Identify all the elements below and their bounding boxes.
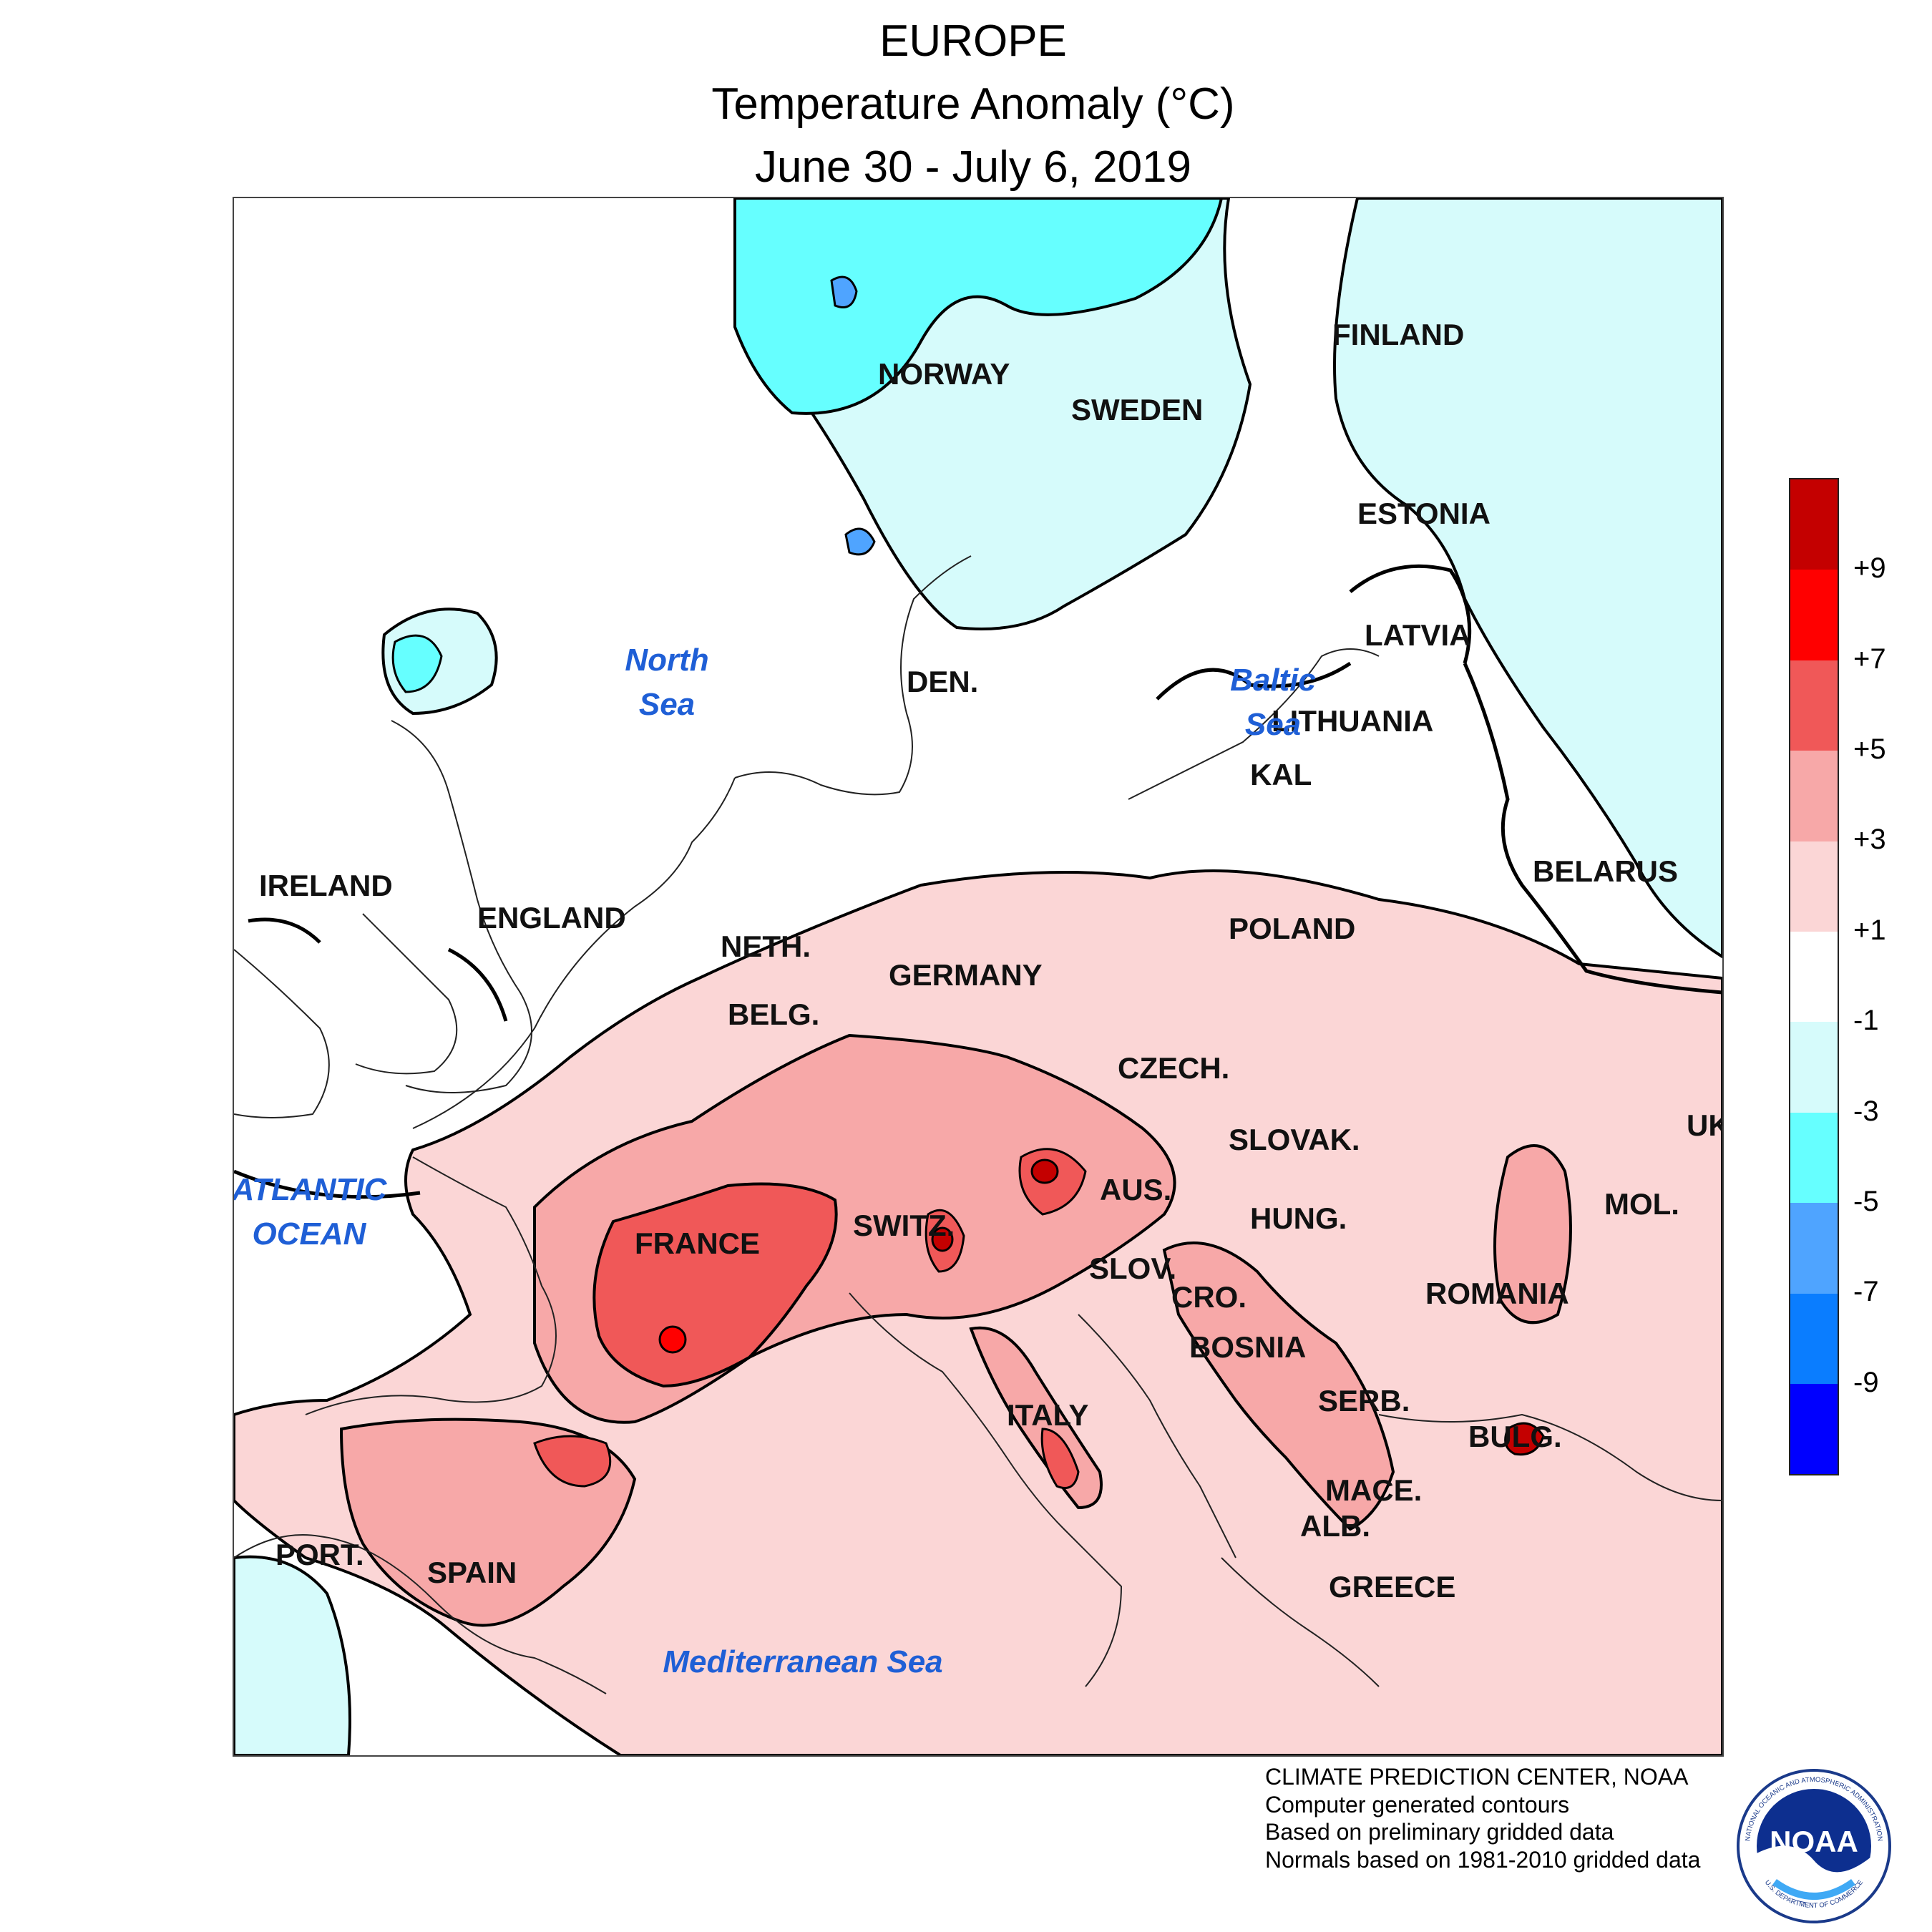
title-variable: Temperature Anomaly (°C) [711,79,1235,129]
warm-region-austria-core [1030,1158,1059,1184]
label-england: ENGLAND [477,901,626,935]
title-dates: June 30 - July 6, 2019 [754,142,1192,192]
legend-tick-label: +3 [1853,824,1886,856]
label-switz: SWITZ. [853,1209,955,1242]
credit-line-4: Normals based on 1981-2010 gridded data [1265,1846,1701,1873]
label-baltic-sea-2: Sea [1245,707,1301,742]
label-hung: HUNG. [1250,1201,1347,1235]
label-czech: CZECH. [1118,1051,1229,1085]
legend-band [1790,479,1838,570]
label-north-sea-2: Sea [639,687,695,722]
map-canvas: FINLAND NORWAY SWEDEN ESTONIA LATVIA LIT… [234,198,1722,1755]
cold-region-sw-norway [844,527,876,556]
label-italy: ITALY [1007,1398,1088,1432]
warm-region-switz-core [931,1226,954,1252]
label-den: DEN. [907,665,978,698]
legend-band [1790,931,1838,1023]
label-cro: CRO. [1171,1280,1246,1314]
label-north-sea-1: North [625,643,708,678]
label-slov: SLOV. [1089,1252,1176,1285]
warm-region-central-italy [1040,1428,1080,1489]
legend-band [1790,1112,1838,1204]
credit-line-2: Computer generated contours [1265,1791,1570,1818]
label-norway: NORWAY [878,357,1010,391]
label-alb: ALB. [1300,1509,1370,1543]
label-mace: MACE. [1325,1473,1422,1507]
label-sweden: SWEDEN [1071,393,1203,426]
color-legend [1789,478,1839,1475]
warm-region-bulgaria-core [1504,1422,1545,1456]
label-mediterranean: Mediterranean Sea [663,1644,942,1679]
label-neth: NETH. [721,930,811,963]
noaa-logo-word: NOAA [1770,1825,1858,1858]
label-romania: ROMANIA [1425,1277,1569,1310]
cold-region-norway-core [830,275,858,308]
label-mol: MOL. [1604,1187,1679,1221]
cold-region-portugal [234,1555,351,1755]
legend-band [1790,1022,1838,1113]
legend-band [1790,660,1838,751]
credits-block: CLIMATE PREDICTION CENTER, NOAA Computer… [1265,1763,1700,1873]
label-estonia: ESTONIA [1357,497,1491,530]
chart-title: EUROPE Temperature Anomaly (°C) June 30 … [0,10,1932,199]
label-ireland: IRELAND [259,869,393,902]
legend-tick-label: -9 [1853,1366,1879,1398]
legend-tick-label: -3 [1853,1095,1879,1127]
label-lithuania: LITHUANIA [1272,704,1433,738]
credit-line-3: Based on preliminary gridded data [1265,1819,1614,1845]
label-serb: SERB. [1318,1384,1410,1418]
title-region: EUROPE [879,16,1067,66]
label-slovak: SLOVAK. [1229,1123,1360,1156]
label-spain: SPAIN [427,1556,517,1589]
label-atlantic-2: OCEAN [253,1216,367,1252]
legend-band [1790,1203,1838,1294]
label-belarus: BELARUS [1533,854,1678,888]
label-kal: KAL [1250,758,1312,791]
legend-tick-label: +5 [1853,733,1886,766]
cold-region-finland [1333,198,1722,959]
label-port: PORT. [275,1538,364,1571]
legend-tick-label: -1 [1853,1005,1879,1037]
label-atlantic-1: ATLANTIC [234,1172,388,1207]
coastlines [234,555,1722,1694]
cold-region-norway [733,198,1224,415]
legend-tick-label: +9 [1853,552,1886,585]
label-poland: POLAND [1229,912,1355,945]
label-baltic-sea-1: Baltic [1230,663,1316,698]
legend-band [1790,841,1838,932]
label-germany: GERMANY [889,958,1043,992]
credit-line-1: CLIMATE PREDICTION CENTER, NOAA [1265,1764,1689,1790]
label-greece: GREECE [1329,1570,1455,1604]
anomaly-map: FINLAND NORWAY SWEDEN ESTONIA LATVIA LIT… [233,197,1724,1757]
warm-region-balkans [1162,1241,1395,1531]
legend-tick-label: -7 [1853,1276,1879,1308]
label-bosnia: BOSNIA [1189,1330,1306,1364]
label-finland: FINLAND [1332,318,1464,351]
warm-region-france [592,1182,838,1388]
legend-band [1790,1293,1838,1384]
warm-region-spain-east [533,1435,612,1488]
legend-tick-label: +1 [1853,914,1886,946]
label-uk: UK [1687,1108,1722,1142]
label-latvia: LATVIA [1365,618,1471,652]
label-belg-west: BELG. [728,997,819,1031]
cold-region-scotland-core [391,634,443,693]
label-bulg: BULG. [1468,1420,1562,1453]
legend-band [1790,751,1838,841]
warm-region-romania [1493,1144,1572,1324]
zero-contours [234,564,1722,1199]
noaa-logo: NOAA NATIONAL OCEANIC AND ATMOSPHERIC AD… [1737,1769,1891,1923]
label-france: FRANCE [635,1226,760,1260]
legend-band [1790,570,1838,660]
legend-tick-label: -5 [1853,1185,1879,1217]
label-aus: AUS. [1100,1173,1171,1206]
legend-tick-label: +7 [1853,643,1886,675]
legend-band [1790,1383,1838,1475]
warm-region-france-core [658,1325,687,1354]
